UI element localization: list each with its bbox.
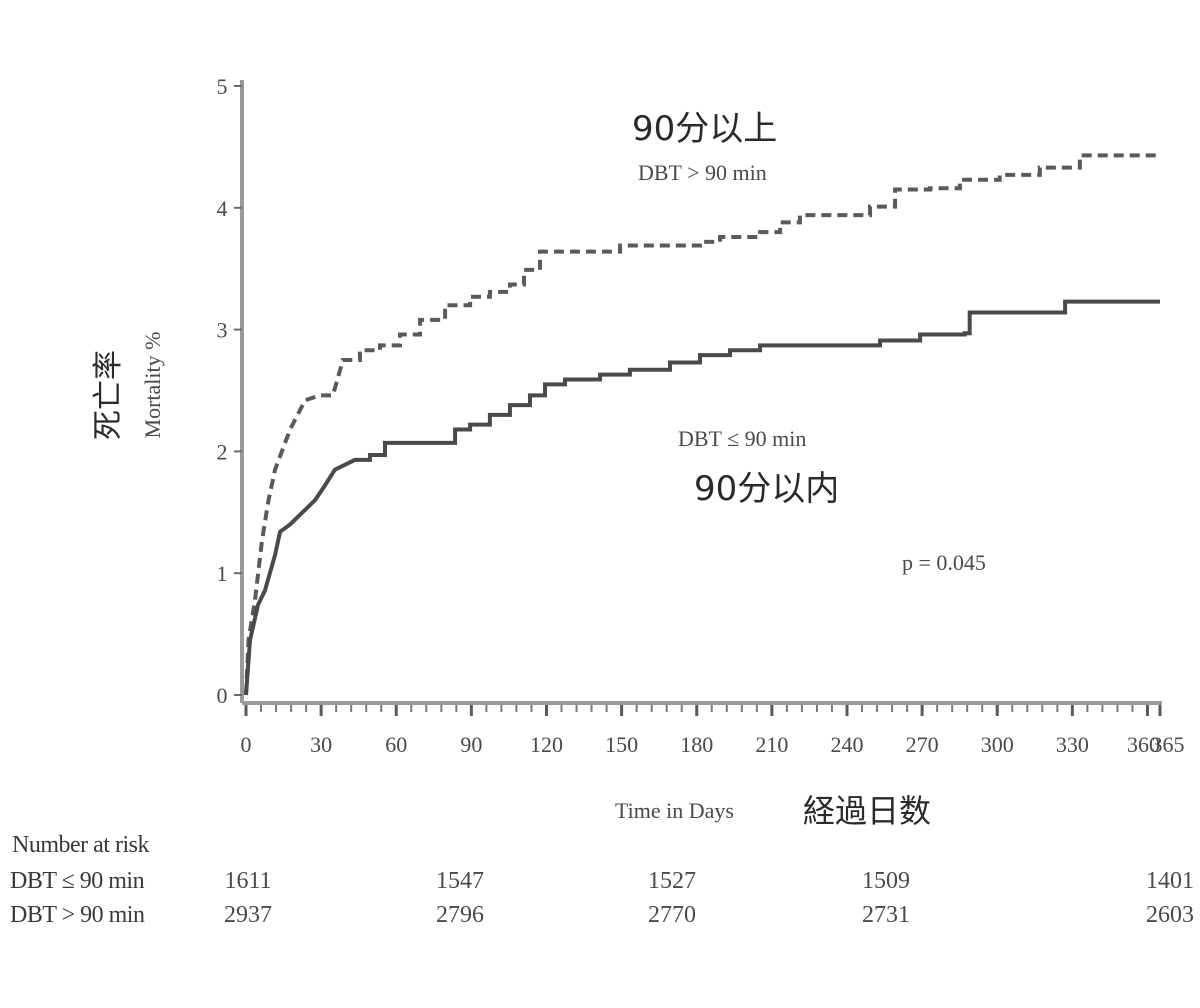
y-tick-label: 2 [217,439,228,464]
x-tick-label: 300 [981,732,1014,757]
y-tick-label: 5 [217,74,228,99]
number-at-risk-title: Number at risk [12,832,149,858]
y-tick-label: 1 [217,561,228,586]
xlabel-en: Time in Days [615,798,734,823]
x-tick-label: 210 [755,732,788,757]
risk-row-label-gt90: DBT > 90 min [10,902,145,928]
series-dbt-over-90-line [244,153,1160,696]
risk-value: 1509 [862,868,910,894]
risk-row-label-le90: DBT ≤ 90 min [10,868,145,894]
x-tick-label: 90 [460,732,482,757]
x-tick-label: 240 [830,732,863,757]
x-tick-label: 150 [605,732,638,757]
axes: 0 1 2 3 4 5 0 30 60 90 120 150 180 210 240 270 300 330 360… [217,74,1185,757]
risk-value: 2731 [862,902,910,928]
x-tick-label: 360 [1127,732,1160,757]
x-tick-label: 330 [1056,732,1089,757]
risk-value: 1401 [1146,868,1194,894]
x-tick-label: 365 [1152,732,1185,757]
ylabel-jp: 死亡率 [91,350,126,440]
x-tick-label: 0 [241,732,252,757]
xlabel-jp: 経過日数 [803,792,931,830]
ylabel-en: Mortality % [140,332,165,439]
risk-value: 2770 [648,902,696,928]
series-layer [244,153,1160,696]
upper-series-label-en: DBT > 90 min [638,160,767,185]
y-tick-label: 4 [217,196,228,221]
risk-value: 1527 [648,868,696,894]
risk-value: 1547 [436,868,484,894]
x-tick-label: 30 [310,732,332,757]
x-tick-label: 120 [530,732,563,757]
lower-series-label-jp: 90分以内 [694,469,839,509]
lower-series-label-en: DBT ≤ 90 min [678,426,806,451]
risk-value: 1611 [224,868,272,894]
y-tick-label: 0 [217,683,228,708]
risk-value: 2796 [436,902,484,928]
labels-layer: 死亡率 Mortality % 90分以上 DBT > 90 min DBT ≤… [91,109,986,830]
x-tick-label: 180 [680,732,713,757]
y-tick-label: 3 [217,318,228,343]
risk-value: 2603 [1146,902,1194,928]
x-tick-label: 60 [385,732,407,757]
p-value: p = 0.045 [902,550,986,575]
upper-series-label-jp: 90分以上 [632,109,777,149]
series-dbt-under-90-line [244,299,1160,696]
x-tick-label: 270 [906,732,939,757]
risk-value: 2937 [224,902,272,928]
